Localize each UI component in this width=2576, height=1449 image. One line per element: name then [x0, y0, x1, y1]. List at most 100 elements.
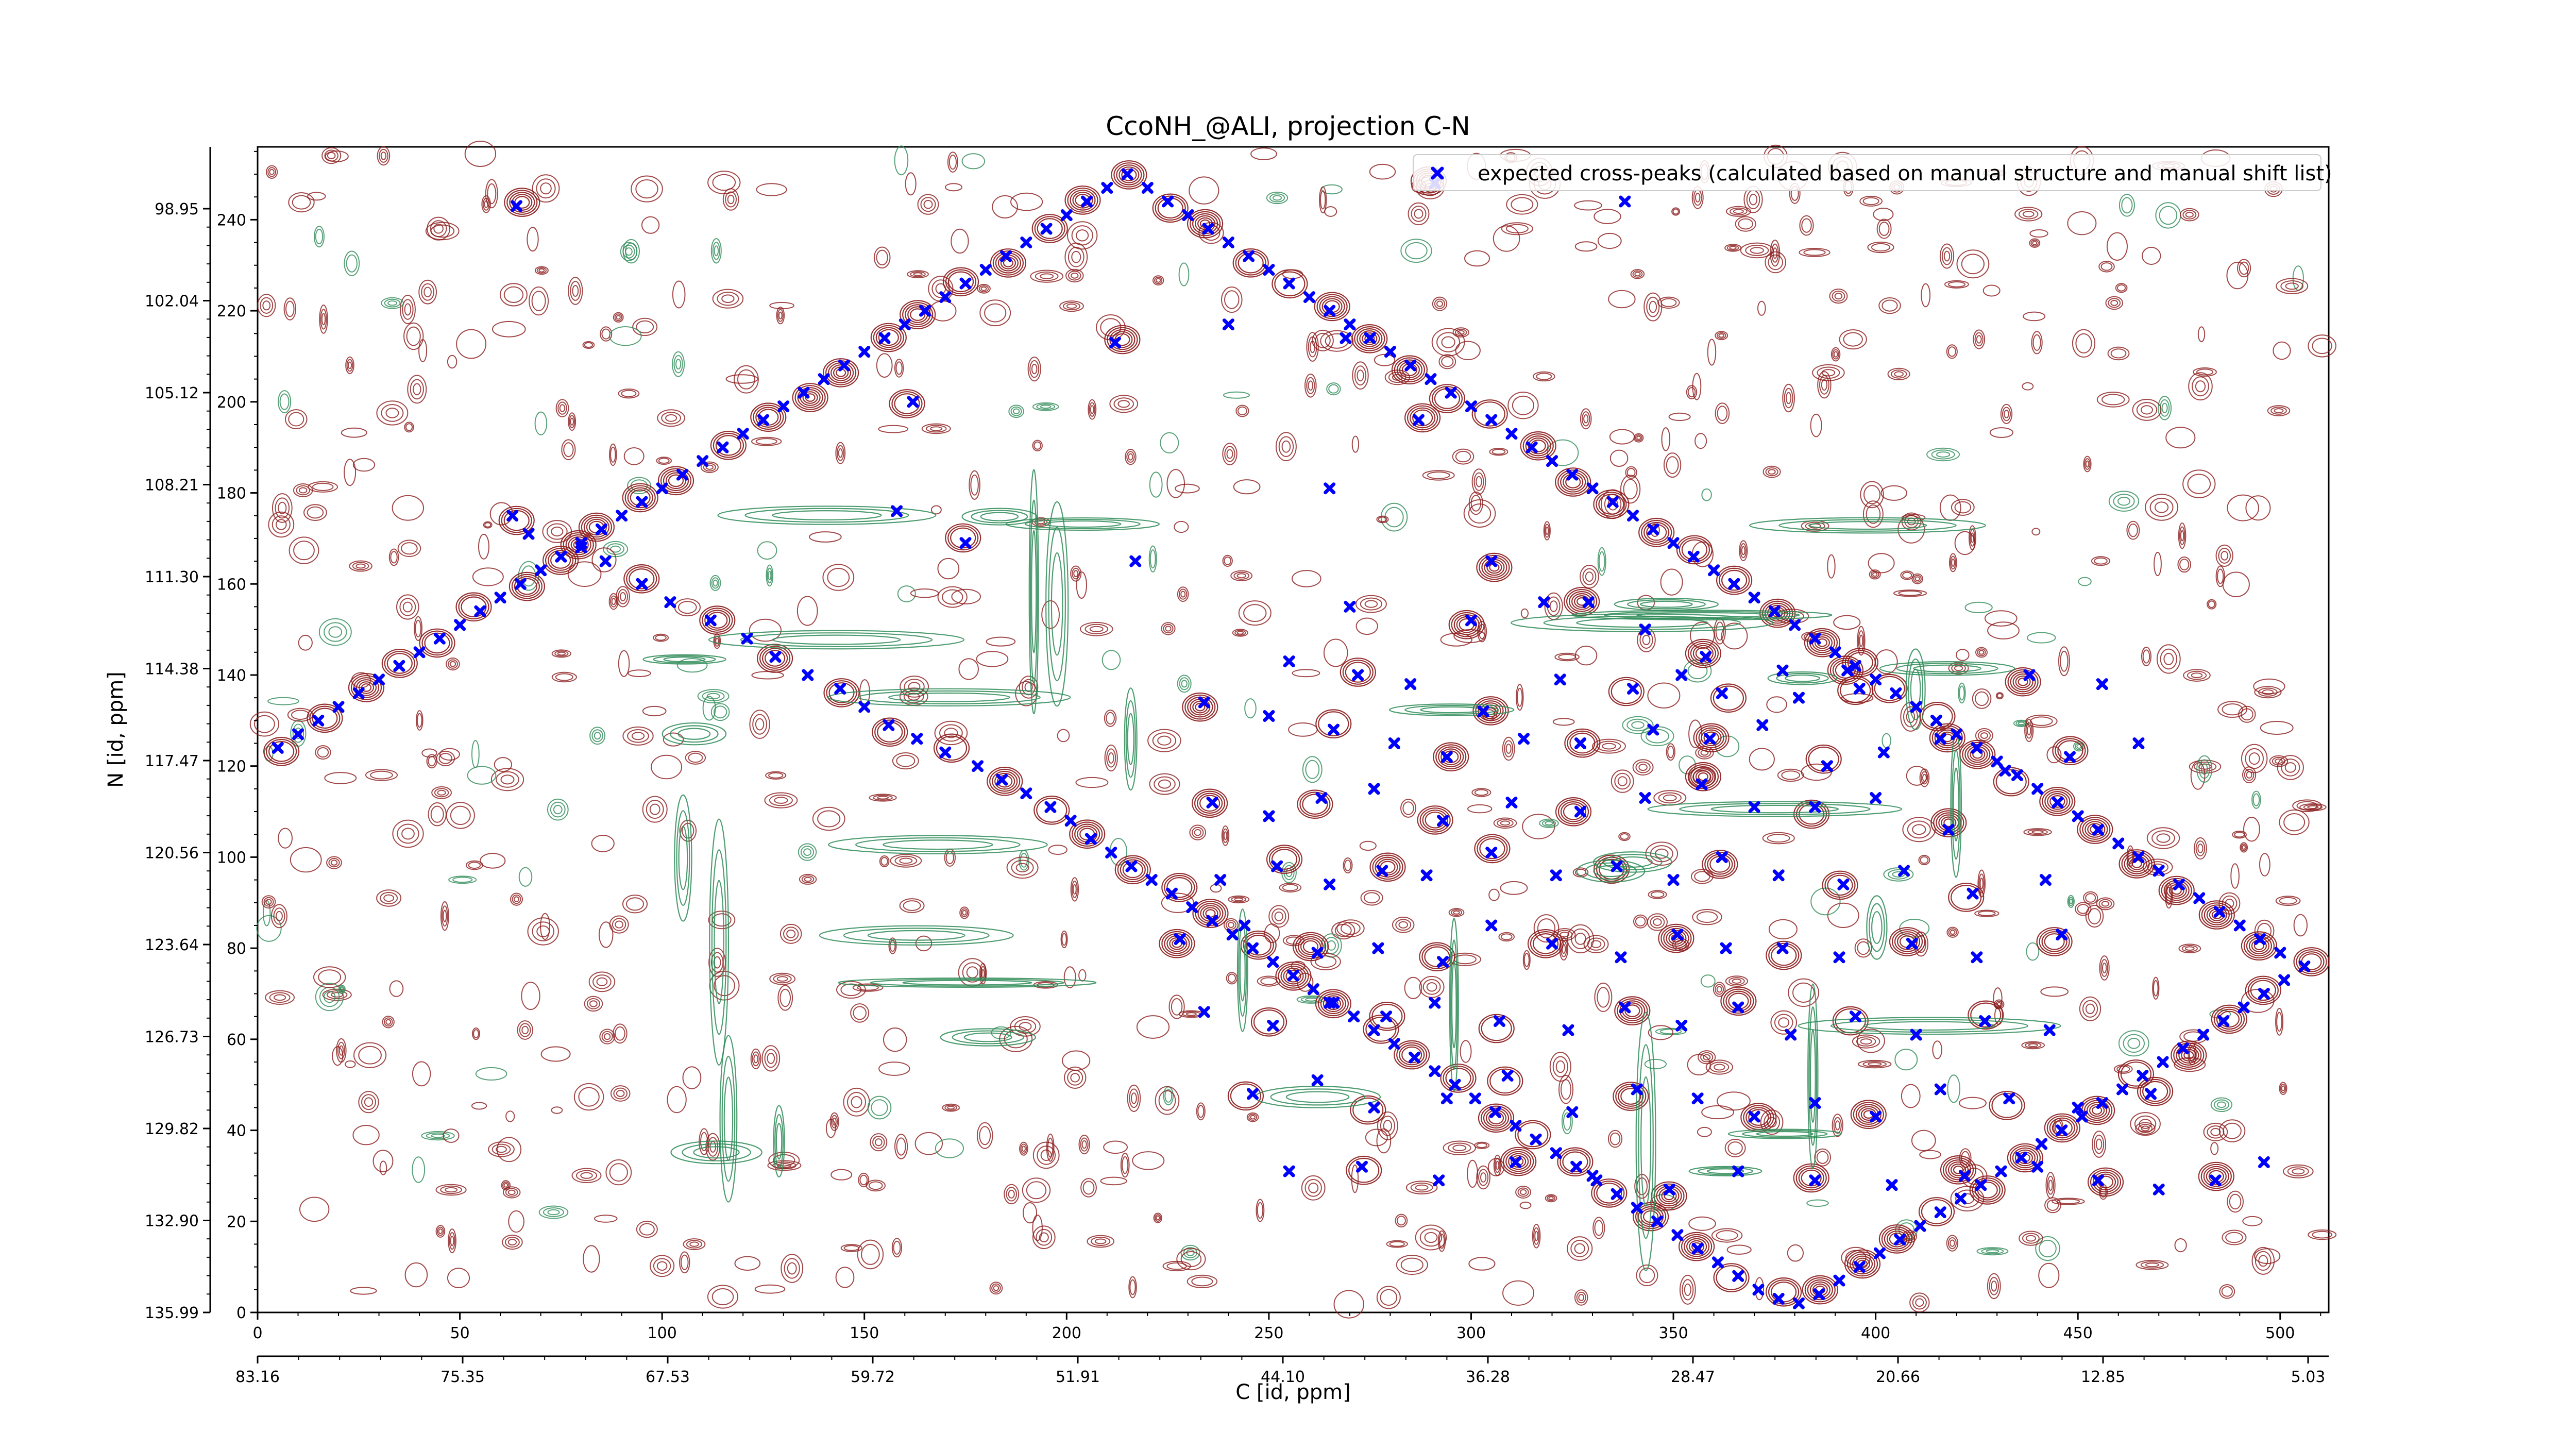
- contour-peak-ring: [501, 508, 532, 533]
- contour-ring: [2238, 705, 2256, 723]
- data-point-stroke: [1546, 937, 1558, 950]
- contour-ring: [675, 359, 682, 370]
- contour-ring: [1312, 329, 1334, 351]
- contour-ring: [1500, 933, 1513, 940]
- data-point-stroke: [2003, 1092, 2015, 1105]
- contour-peak-ring: [1369, 852, 1406, 882]
- contour-peak-ring: [1161, 931, 1193, 956]
- contour-ring: [2219, 1284, 2235, 1299]
- contour-ring: [2022, 211, 2035, 217]
- contour-ring: [2154, 551, 2162, 577]
- contour-ring: [2128, 523, 2138, 537]
- data-point-stroke: [1873, 1247, 1886, 1259]
- contour-ring: [1476, 1142, 1487, 1149]
- contour-peak-ring: [870, 323, 907, 352]
- data-point: [2145, 1088, 2157, 1100]
- data-point-stroke: [1129, 555, 1142, 567]
- contour-ring: [923, 200, 933, 209]
- contour-ring: [700, 461, 719, 473]
- contour-ring: [254, 715, 275, 733]
- contour-ring: [962, 909, 967, 916]
- contour-ring: [605, 1159, 632, 1186]
- contour-peak-ring: [756, 644, 793, 673]
- contour-peak-ring: [2046, 1115, 2078, 1141]
- contour-ring: [1088, 399, 1097, 420]
- contour-peak-ring: [1295, 934, 1327, 959]
- contour-ring: [350, 1287, 377, 1295]
- contour-ring: [1189, 824, 1206, 840]
- contour-ring: [1453, 910, 1460, 915]
- data-point-stroke: [1501, 1070, 1514, 1082]
- contour-ring: [1766, 696, 1787, 713]
- contour-ring: [2085, 460, 2090, 468]
- data-point: [2213, 905, 2226, 918]
- data-point: [1355, 1160, 1368, 1173]
- contour-ring: [303, 504, 327, 521]
- contour-ring: [388, 548, 399, 566]
- data-point: [1141, 182, 1154, 194]
- contour-ring: [2160, 648, 2177, 670]
- contour-ridge: [1050, 552, 1063, 656]
- contour-peak-ring: [350, 675, 382, 700]
- contour-ring: [1679, 755, 1696, 774]
- contour-ring: [1224, 290, 1240, 309]
- data-point: [1214, 874, 1227, 886]
- contour-ridge: [1028, 469, 1039, 715]
- contour-ring: [1281, 862, 1297, 883]
- contour-ring: [649, 803, 660, 815]
- contour-ring: [1434, 298, 1446, 309]
- contour-ring: [279, 393, 290, 410]
- contour-ring: [2021, 1041, 2045, 1050]
- contour-ring: [443, 909, 447, 922]
- contour-ring: [1498, 932, 1515, 942]
- contour-ring: [642, 796, 668, 823]
- contour-ring: [610, 446, 616, 463]
- contour-ring: [1597, 547, 1606, 576]
- contour-ring: [272, 493, 293, 523]
- contour-ring: [627, 729, 649, 743]
- y-ppm-tick-label: 135.99: [145, 1304, 199, 1322]
- data-point: [1671, 929, 1684, 941]
- legend-marker-x: [1431, 166, 1444, 180]
- contour-ring: [2078, 577, 2092, 586]
- contour-ring: [2279, 897, 2297, 905]
- contour-ridge: [1784, 674, 1821, 682]
- contour-ring: [1969, 525, 1976, 550]
- data-point: [1109, 336, 1122, 349]
- data-point: [1311, 947, 1324, 959]
- contour-ring: [1817, 371, 1832, 399]
- contour-ring: [1164, 1089, 1173, 1103]
- contour-peak-ring: [1703, 731, 1719, 745]
- contour-peak-ring: [2015, 675, 2031, 688]
- contour-ridge: [1913, 664, 1982, 673]
- contour-ring: [1739, 540, 1748, 561]
- contour-ring: [381, 404, 404, 422]
- data-point-stroke: [2023, 669, 2036, 681]
- contour-ring: [1558, 1075, 1573, 1104]
- contour-ring: [320, 309, 327, 330]
- contour-peak-ring: [710, 430, 747, 460]
- contour-ring: [1101, 650, 1121, 670]
- y-tick-label: 240: [217, 211, 246, 229]
- contour-ring: [753, 1054, 758, 1064]
- contour-ring: [2262, 689, 2274, 695]
- contour-ring: [2178, 523, 2187, 549]
- y-ppm-tick-label: 123.64: [145, 936, 199, 954]
- contour-ring: [1623, 479, 1638, 500]
- contour-ring: [628, 669, 651, 677]
- contour-ring: [2180, 208, 2199, 222]
- data-point: [1352, 669, 1364, 681]
- data-point: [272, 742, 284, 754]
- contour-ring: [1644, 1058, 1667, 1070]
- data-point: [1328, 723, 1340, 736]
- contour-ring: [895, 361, 903, 375]
- data-point-stroke: [1165, 887, 1178, 900]
- contour-ring: [764, 1049, 778, 1068]
- data-point-stroke: [2145, 1088, 2157, 1100]
- contour-ring: [1951, 558, 1955, 567]
- contour-ring: [2141, 647, 2151, 666]
- data-point: [1877, 746, 1890, 759]
- contour-ring: [653, 633, 669, 642]
- contour-ring: [930, 426, 943, 431]
- contour-ring: [1982, 284, 2001, 297]
